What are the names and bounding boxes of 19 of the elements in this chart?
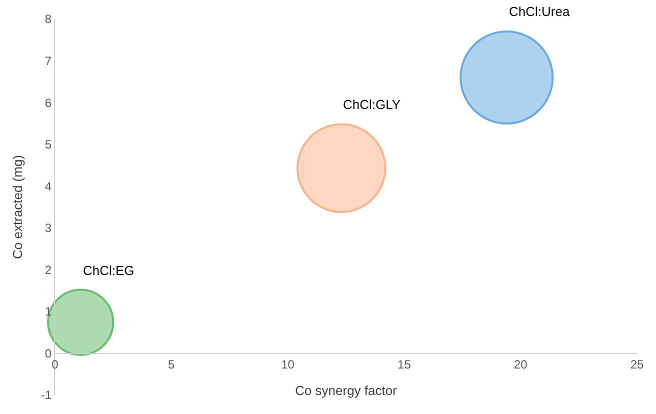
x-tick-label: 20 bbox=[514, 358, 528, 372]
series-label: ChCl:GLY bbox=[343, 97, 401, 112]
y-tick-label: -1 bbox=[40, 388, 52, 402]
x-tick-label: 10 bbox=[281, 358, 295, 372]
y-tick-label: 2 bbox=[44, 262, 52, 277]
x-tick-label: 25 bbox=[630, 358, 644, 372]
y-tick-label: 8 bbox=[44, 12, 52, 26]
y-tick-label: 4 bbox=[44, 179, 52, 194]
y-tick-label: 7 bbox=[44, 54, 52, 68]
x-tick-label: 15 bbox=[398, 358, 412, 372]
series-label: ChCl:EG bbox=[83, 263, 134, 278]
y-tick-label: 6 bbox=[44, 96, 52, 110]
series-label: ChCl:Urea bbox=[509, 4, 570, 19]
y-tick-label: 5 bbox=[44, 138, 52, 152]
y-axis-title: Co extracted (mg) bbox=[10, 154, 25, 260]
x-tick-label: 5 bbox=[168, 358, 176, 372]
x-axis-title: Co synergy factor bbox=[295, 383, 398, 398]
y-tick-label: 0 bbox=[44, 346, 52, 360]
y-tick-label: 3 bbox=[44, 221, 52, 236]
